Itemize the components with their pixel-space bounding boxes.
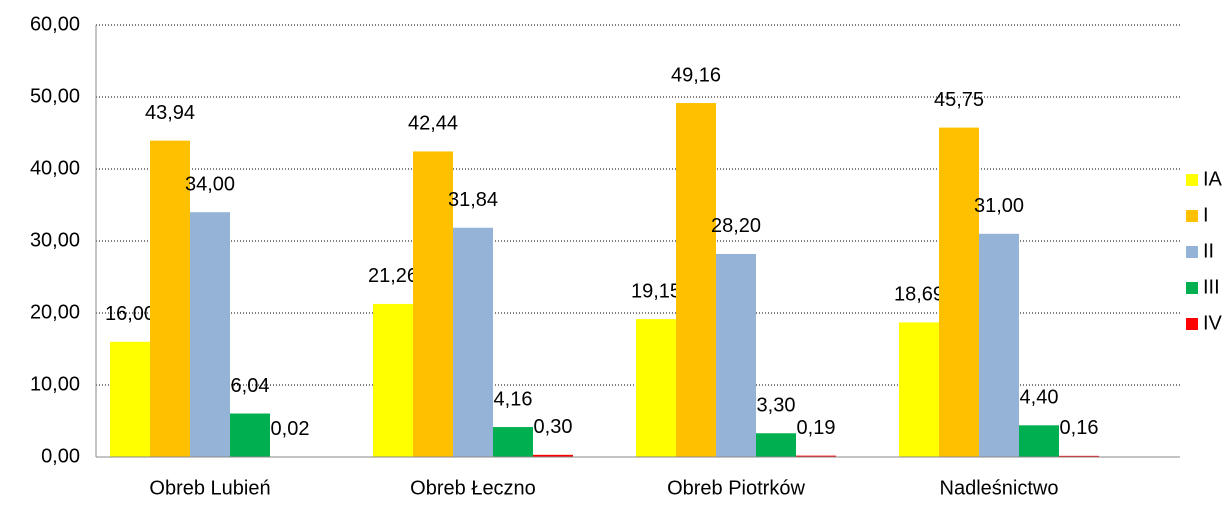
data-label: 49,16 <box>671 64 721 86</box>
data-label: 3,30 <box>757 395 796 417</box>
data-label: 19,15 <box>631 280 681 302</box>
x-tick-label: Nadleśnictwo <box>940 477 1059 499</box>
legend-label: IV <box>1203 312 1223 334</box>
data-label: 4,40 <box>1020 387 1059 409</box>
y-tick-label: 40,00 <box>30 157 80 179</box>
bar <box>676 103 716 457</box>
data-label: 18,69 <box>894 284 944 306</box>
y-tick-label: 0,00 <box>41 445 80 467</box>
data-label: 4,16 <box>494 388 533 410</box>
bar <box>979 234 1019 457</box>
legend-swatch <box>1186 318 1198 330</box>
bar <box>373 304 413 457</box>
bar <box>939 128 979 457</box>
x-tick-label: Obreb Lubień <box>149 477 270 499</box>
y-tick-label: 30,00 <box>30 229 80 251</box>
bar <box>110 342 150 457</box>
data-label: 34,00 <box>185 173 235 195</box>
bar <box>636 319 676 457</box>
data-label: 31,84 <box>448 189 498 211</box>
legend-label: II <box>1203 240 1214 262</box>
bar <box>493 427 533 457</box>
data-label: 0,16 <box>1060 417 1099 439</box>
bar <box>230 414 270 457</box>
legend-swatch <box>1186 282 1198 294</box>
data-label: 6,04 <box>231 375 270 397</box>
y-tick-label: 50,00 <box>30 85 80 107</box>
data-label: 0,19 <box>797 417 836 439</box>
bar <box>756 433 796 457</box>
legend-swatch <box>1186 174 1198 186</box>
data-label: 28,20 <box>711 215 761 237</box>
y-tick-label: 20,00 <box>30 301 80 323</box>
bar <box>899 322 939 457</box>
legend-swatch <box>1186 210 1198 222</box>
y-tick-label: 60,00 <box>30 13 80 35</box>
legend-swatch <box>1186 246 1198 258</box>
legend-label: IA <box>1203 168 1223 190</box>
y-tick-label: 10,00 <box>30 373 80 395</box>
legend-label: III <box>1203 276 1220 298</box>
data-label: 0,30 <box>534 416 573 438</box>
bar <box>190 212 230 457</box>
bar <box>1019 425 1059 457</box>
data-label: 16,00 <box>105 303 155 325</box>
data-label: 31,00 <box>974 195 1024 217</box>
bar <box>453 228 493 457</box>
x-tick-label: Obreb Piotrków <box>667 477 805 499</box>
legend-label: I <box>1203 204 1209 226</box>
data-label: 45,75 <box>934 89 984 111</box>
data-label: 0,02 <box>271 418 310 440</box>
data-label: 42,44 <box>408 113 458 135</box>
x-tick-label: Obreb Łeczno <box>410 477 536 499</box>
bar <box>716 254 756 457</box>
data-label: 43,94 <box>145 102 195 124</box>
data-label: 21,26 <box>368 265 418 287</box>
